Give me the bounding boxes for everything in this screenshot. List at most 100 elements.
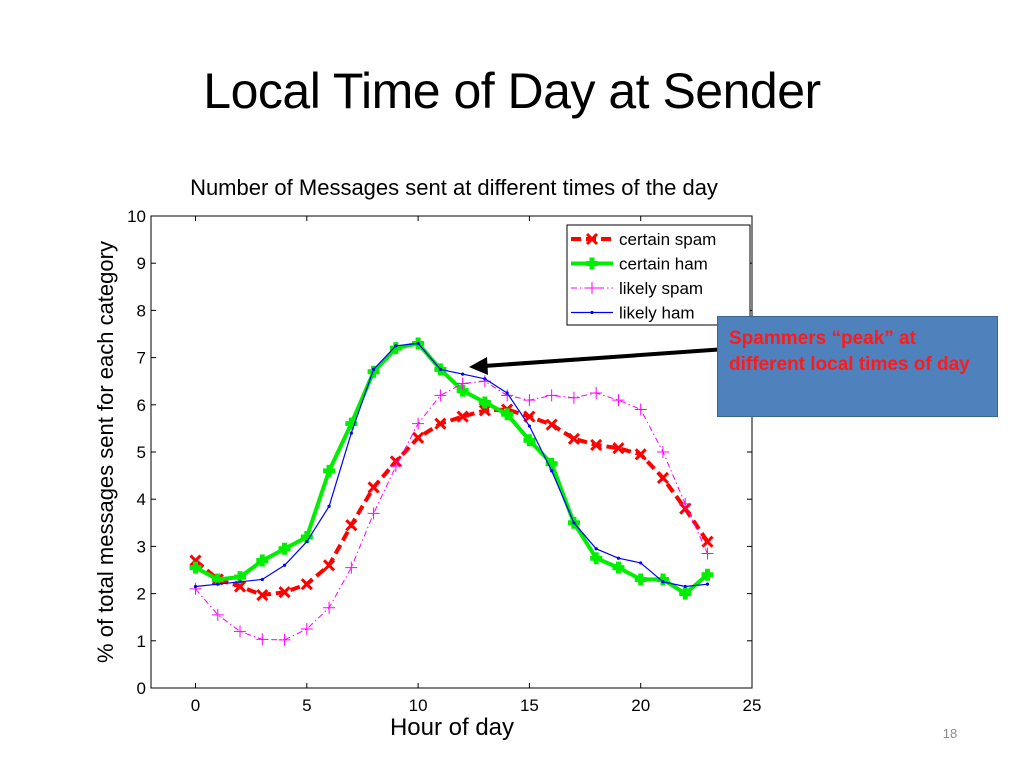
data-point-likely-ham [238, 580, 242, 584]
series-likely-ham [193, 341, 710, 589]
x-tick-label: 25 [743, 696, 762, 715]
x-tick-label: 15 [520, 696, 539, 715]
data-point-certain-spam [567, 432, 580, 445]
y-axis-label: % of total messages sent for each catego… [93, 241, 118, 663]
y-tick-label: 6 [137, 396, 146, 415]
legend-entry-certain-ham: certain ham [571, 255, 708, 274]
data-point-likely-ham [705, 582, 710, 586]
data-point-likely-spam [234, 625, 247, 638]
data-point-certain-ham [323, 464, 336, 477]
series-lines [189, 337, 714, 646]
x-axis-label: Hour of day [390, 714, 514, 741]
x-axis-ticks: 0 5 10 15 20 25 [191, 216, 762, 715]
legend: certain spam certain ham likely spam likely… [566, 224, 751, 326]
data-point-likely-ham [572, 521, 576, 525]
data-point-certain-spam [323, 559, 336, 572]
legend-marker [590, 310, 594, 315]
data-point-likely-spam [189, 582, 202, 595]
data-point-likely-spam [656, 446, 669, 458]
data-point-likely-ham [282, 563, 287, 567]
y-tick-label: 4 [137, 490, 146, 509]
data-point-likely-ham [349, 431, 353, 435]
data-point-likely-ham [639, 561, 643, 565]
y-tick-label: 7 [137, 349, 146, 368]
data-point-likely-ham [371, 367, 376, 371]
chart-title: Number of Messages sent at different tim… [190, 175, 718, 200]
data-point-certain-spam [256, 588, 269, 602]
data-point-certain-ham [478, 396, 491, 409]
callout-arrow [469, 347, 727, 375]
data-point-likely-spam [345, 561, 358, 574]
data-point-likely-spam [211, 608, 224, 621]
data-point-certain-spam [612, 442, 625, 455]
data-point-likely-ham [327, 504, 331, 508]
slide-number: 18 [942, 726, 958, 741]
data-point-likely-ham [193, 584, 198, 589]
data-point-certain-ham [501, 408, 514, 421]
data-point-likely-ham [416, 341, 420, 346]
y-tick-label: 0 [137, 679, 146, 698]
legend-entry-likely-ham: likely ham [571, 304, 695, 323]
data-point-likely-spam [612, 394, 625, 407]
y-tick-label: 10 [127, 207, 146, 226]
data-point-likely-ham [461, 372, 465, 376]
data-point-certain-spam [345, 519, 358, 532]
data-point-certain-ham [389, 342, 402, 355]
x-tick-label: 10 [409, 696, 428, 715]
legend-marker [586, 282, 598, 294]
data-point-likely-spam [590, 387, 603, 399]
data-point-likely-ham [527, 424, 532, 428]
series-line-certain-spam [194, 407, 710, 597]
data-point-certain-spam [233, 580, 247, 593]
legend-marker [585, 232, 599, 246]
y-tick-label: 2 [137, 585, 146, 604]
data-point-likely-ham [305, 540, 309, 544]
data-point-certain-spam [278, 586, 291, 599]
data-point-certain-spam [189, 554, 202, 567]
data-point-certain-ham [523, 434, 536, 447]
callout-box: Spammers “peak” at different local times… [717, 316, 998, 417]
data-point-likely-ham [661, 580, 665, 584]
legend-box [566, 224, 751, 326]
data-point-certain-ham [679, 587, 692, 600]
data-point-likely-spam [434, 389, 447, 402]
data-point-certain-spam [545, 418, 558, 431]
data-point-likely-spam [523, 394, 536, 407]
callout-arrow-head [469, 357, 488, 375]
data-point-certain-spam [412, 431, 425, 444]
series-likely-spam [189, 375, 714, 646]
data-point-likely-spam [501, 389, 514, 402]
data-point-certain-ham [701, 568, 714, 581]
data-point-likely-ham [260, 577, 264, 582]
legend-label: likely ham [619, 304, 695, 323]
data-point-certain-ham [590, 552, 603, 565]
data-point-likely-ham [683, 584, 687, 589]
data-point-likely-spam [300, 623, 313, 635]
x-tick-label: 20 [631, 696, 650, 715]
data-point-certain-spam [300, 578, 313, 591]
data-point-likely-ham [438, 367, 442, 371]
data-point-certain-ham [367, 365, 380, 378]
data-point-likely-spam [634, 403, 647, 416]
data-point-likely-ham [550, 469, 554, 473]
data-point-certain-ham [256, 554, 269, 567]
data-point-certain-ham [189, 561, 202, 574]
y-tick-label: 8 [137, 301, 146, 320]
legend-marker [586, 257, 598, 270]
legend-entry-likely-spam: likely spam [571, 279, 703, 298]
series-certain-spam [189, 403, 714, 602]
series-line-likely-ham [195, 342, 708, 588]
y-tick-label: 9 [137, 254, 146, 273]
data-point-likely-ham [505, 391, 509, 395]
data-point-likely-spam [679, 497, 692, 510]
data-point-likely-ham [394, 344, 398, 348]
slide-title: Local Time of Day at Sender [203, 63, 821, 119]
y-axis-ticks: 0 1 2 3 4 5 6 7 8 9 10 [127, 207, 752, 698]
data-point-likely-spam [701, 547, 714, 560]
data-point-certain-spam [634, 448, 647, 461]
data-point-likely-ham [594, 547, 598, 551]
data-point-likely-ham [616, 556, 621, 560]
data-point-certain-ham [278, 542, 291, 555]
data-point-certain-ham [612, 561, 625, 574]
data-point-certain-spam [434, 417, 447, 430]
